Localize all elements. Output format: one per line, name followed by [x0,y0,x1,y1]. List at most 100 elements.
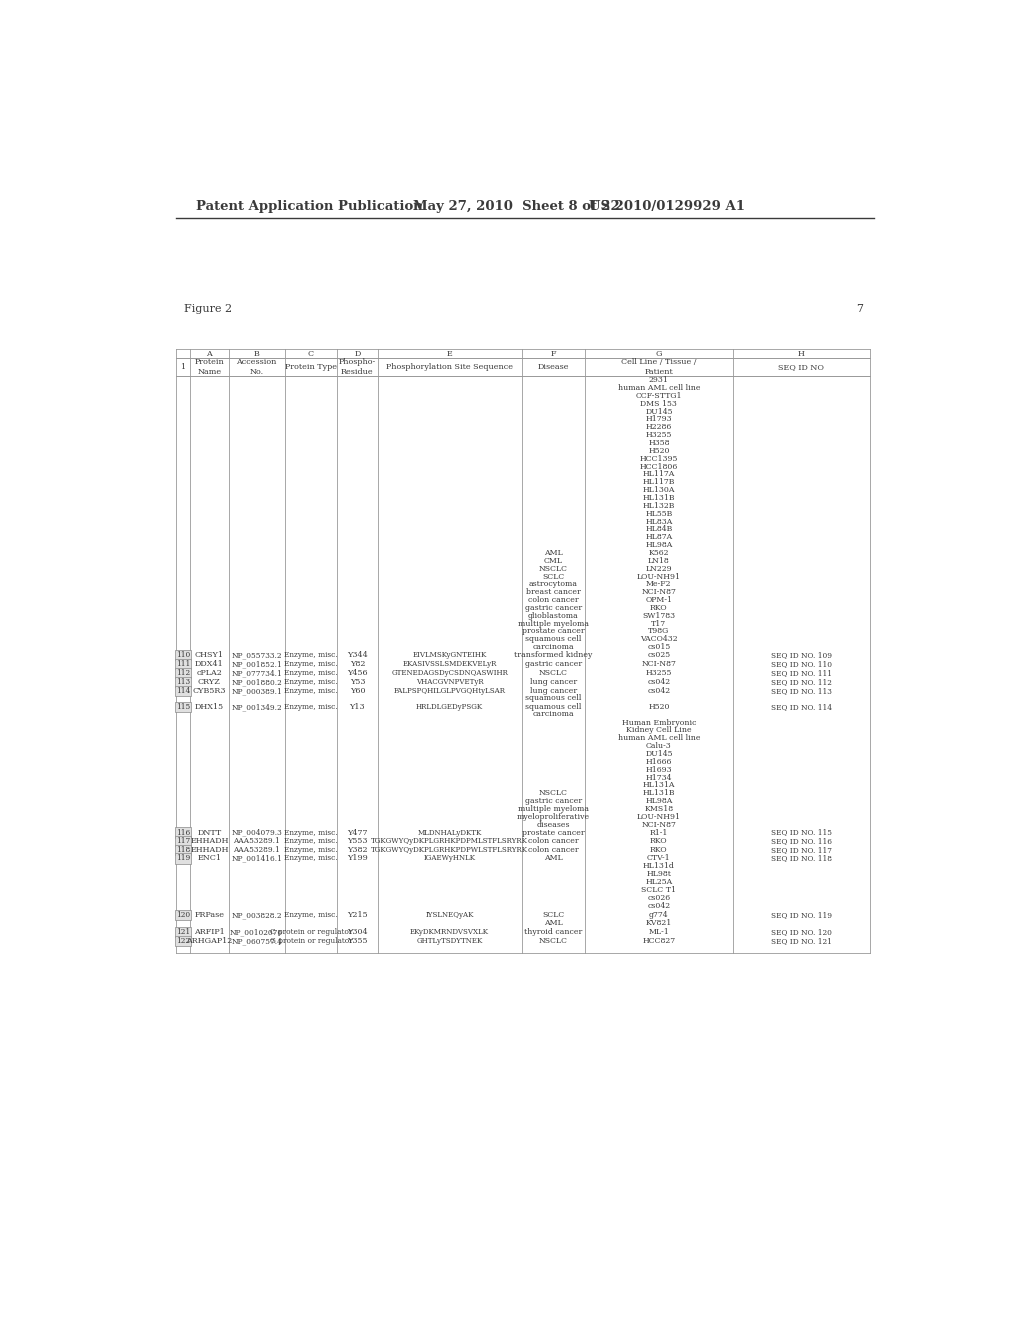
Text: LN18: LN18 [648,557,670,565]
Text: LN229: LN229 [645,565,672,573]
Text: SEQ ID NO. 115: SEQ ID NO. 115 [771,829,831,837]
Text: C protein or regulator: C protein or regulator [269,928,352,936]
Text: breast cancer: breast cancer [526,589,581,597]
Text: HL98A: HL98A [645,541,673,549]
Text: prostate cancer: prostate cancer [522,627,585,635]
Text: AML: AML [544,919,563,927]
Text: NP_001852.1: NP_001852.1 [231,660,282,668]
Text: SCLC: SCLC [543,573,564,581]
Text: HCC827: HCC827 [642,937,676,945]
Text: H520: H520 [648,702,670,711]
Text: MLDNHALyDKTK: MLDNHALyDKTK [418,829,481,837]
Text: DU145: DU145 [645,750,673,758]
Text: cPLA2: cPLA2 [197,669,222,677]
Text: DMS 153: DMS 153 [640,400,677,408]
Text: Protein Type: Protein Type [285,363,337,371]
Text: H2286: H2286 [646,424,672,432]
Text: EHHADH: EHHADH [190,846,228,854]
Text: CYB5R3: CYB5R3 [193,688,226,696]
Text: SW1783: SW1783 [642,611,676,620]
Text: gastric cancer: gastric cancer [525,605,582,612]
Text: R1-1: R1-1 [649,829,668,837]
Text: Enzyme, misc.: Enzyme, misc. [284,911,338,919]
Text: Enzyme, misc.: Enzyme, misc. [284,837,338,845]
Text: 120: 120 [176,911,190,919]
Text: colon cancer: colon cancer [528,597,579,605]
Text: 111: 111 [176,660,190,668]
Text: NP_000389.1: NP_000389.1 [231,688,282,696]
Text: HL132B: HL132B [643,502,675,510]
Text: SEQ ID NO. 112: SEQ ID NO. 112 [771,678,831,686]
Text: cs026: cs026 [647,894,671,902]
Text: SEQ ID NO. 118: SEQ ID NO. 118 [771,854,831,862]
Text: Y456: Y456 [347,669,368,677]
Text: SEQ ID NO. 120: SEQ ID NO. 120 [771,928,831,936]
Text: FRPase: FRPase [195,911,224,919]
Text: carcinoma: carcinoma [532,710,574,718]
Text: SEQ ID NO. 116: SEQ ID NO. 116 [771,837,831,845]
Text: NP_055733.2: NP_055733.2 [231,651,282,659]
Text: B: B [254,350,260,358]
Text: gastric cancer: gastric cancer [525,660,582,668]
Text: AAA53289.1: AAA53289.1 [233,837,280,845]
Text: colon cancer: colon cancer [528,837,579,845]
Text: NCI-N87: NCI-N87 [641,660,676,668]
Text: Enzyme, misc.: Enzyme, misc. [284,651,338,659]
Text: SEQ ID NO: SEQ ID NO [778,363,824,371]
Text: Accession
No.: Accession No. [237,359,276,376]
Text: RKO: RKO [650,846,668,854]
Text: HL117B: HL117B [643,478,675,486]
Text: cs042: cs042 [647,688,671,696]
Text: Enzyme, misc.: Enzyme, misc. [284,678,338,686]
Text: HL131B: HL131B [643,494,675,502]
Text: HL25A: HL25A [645,878,673,886]
Text: Y382: Y382 [347,846,368,854]
Text: Enzyme, misc.: Enzyme, misc. [284,829,338,837]
Text: cs015: cs015 [647,643,671,651]
Text: LOU-NH91: LOU-NH91 [637,573,681,581]
Text: NP_004079.3: NP_004079.3 [231,829,282,837]
Text: LOU-NH91: LOU-NH91 [637,813,681,821]
Text: NSCLC: NSCLC [539,565,568,573]
Text: Enzyme, misc.: Enzyme, misc. [284,702,338,711]
Text: Enzyme, misc.: Enzyme, misc. [284,660,338,668]
Text: Calu-3: Calu-3 [646,742,672,750]
Text: astrocytoma: astrocytoma [529,581,578,589]
Text: C: C [308,350,314,358]
Text: Enzyme, misc.: Enzyme, misc. [284,854,338,862]
Text: HL98A: HL98A [645,797,673,805]
Text: 115: 115 [176,702,190,711]
Text: KMS18: KMS18 [644,805,674,813]
Text: HL131B: HL131B [643,789,675,797]
Text: DHX15: DHX15 [195,702,224,711]
Text: SCLC T1: SCLC T1 [641,886,677,894]
Text: H358: H358 [648,440,670,447]
Text: CTV-1: CTV-1 [647,854,671,862]
Text: SEQ ID NO. 113: SEQ ID NO. 113 [771,688,831,696]
Text: prostate cancer: prostate cancer [522,829,585,837]
Text: HL83A: HL83A [645,517,673,525]
Text: ARFIP1: ARFIP1 [194,928,224,936]
Text: Phosphorylation Site Sequence: Phosphorylation Site Sequence [386,363,513,371]
Text: gastric cancer: gastric cancer [525,797,582,805]
Text: CHSY1: CHSY1 [195,651,224,659]
Text: Y53: Y53 [349,678,366,686]
Text: NP_077734.1: NP_077734.1 [231,669,282,677]
Text: Figure 2: Figure 2 [183,304,231,314]
Text: 114: 114 [176,688,190,696]
Text: DNTT: DNTT [198,829,221,837]
Text: SEQ ID NO. 121: SEQ ID NO. 121 [771,937,831,945]
Text: GHTLyTSDYTNEK: GHTLyTSDYTNEK [417,937,482,945]
Text: CCF-STTG1: CCF-STTG1 [636,392,682,400]
Text: FALPSPQHILGLPVGQHtyLSAR: FALPSPQHILGLPVGQHtyLSAR [393,688,506,696]
Text: Disease: Disease [538,363,569,371]
Text: HL98t: HL98t [646,870,672,878]
Text: 1: 1 [180,363,185,371]
Text: 116: 116 [176,829,190,837]
Text: K562: K562 [648,549,669,557]
Text: NSCLC: NSCLC [539,937,568,945]
Text: human AML cell line: human AML cell line [617,384,700,392]
Text: H1666: H1666 [646,758,672,766]
Text: Y477: Y477 [347,829,368,837]
Text: Y13: Y13 [349,702,366,711]
